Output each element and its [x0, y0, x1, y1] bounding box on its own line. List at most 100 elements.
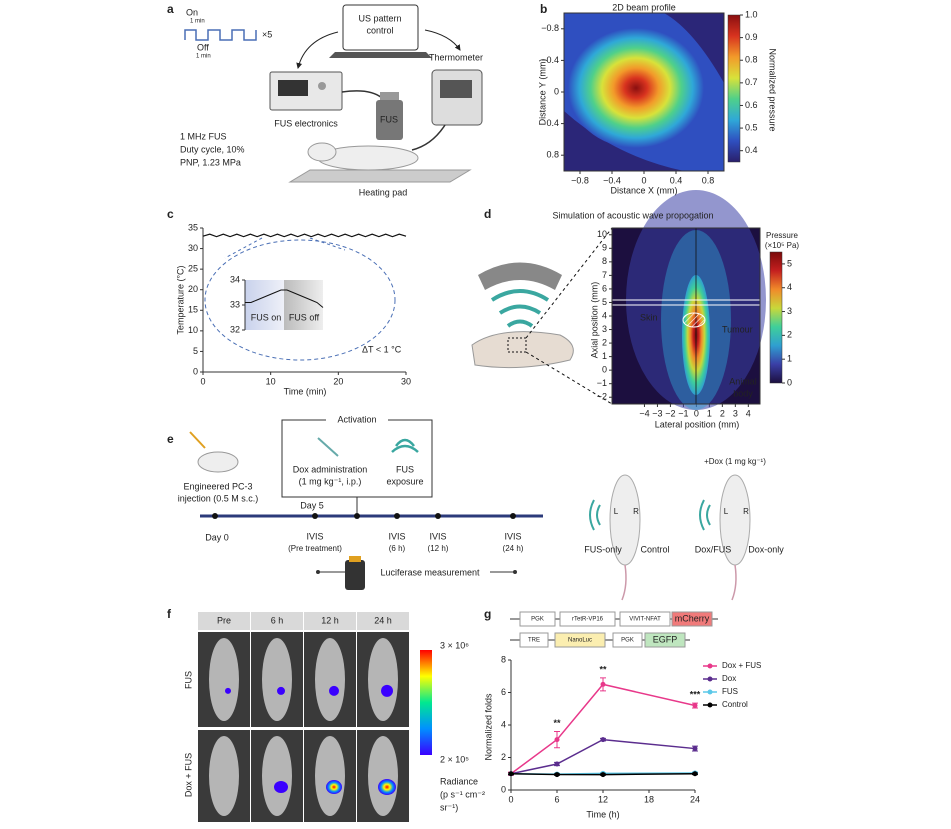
construct-label: TRE	[528, 638, 540, 644]
parameter: PNP, 1.23 MPa	[180, 157, 241, 167]
colorbar-tick-label: 0.7	[745, 77, 758, 87]
x-axis-label: Lateral position (mm)	[655, 419, 740, 429]
day-label: Day 0	[205, 532, 229, 542]
y-axis-label: Distance Y (mm)	[537, 59, 547, 126]
inset-tick-label: 34	[230, 274, 240, 284]
construct-element	[671, 611, 713, 627]
construct-element	[554, 632, 606, 648]
mouse-image	[262, 736, 292, 816]
pulse-off: Off	[197, 42, 209, 52]
legend-label: FUS	[722, 687, 738, 696]
data-point	[554, 737, 560, 743]
colorbar-tick-label: 1.0	[745, 9, 758, 19]
signal-spot	[381, 684, 393, 697]
colorbar-label: sr⁻¹)	[440, 802, 458, 812]
data-point	[508, 771, 514, 777]
construct-element	[619, 611, 671, 627]
signal-spot	[274, 781, 288, 794]
x-tick-label: 1	[707, 408, 712, 418]
y-tick-label: 8	[602, 256, 607, 266]
inset-line	[245, 289, 324, 308]
y-tick-label: 20	[188, 284, 198, 294]
significance: ***	[690, 689, 701, 699]
legend-marker	[707, 676, 713, 682]
data-point	[554, 761, 560, 767]
annotation: Animal	[729, 376, 757, 386]
y-axis-label: Temperature (°C)	[175, 265, 185, 334]
y-tick-label: 5	[602, 297, 607, 307]
colorbar	[769, 251, 783, 384]
illustration-e	[189, 419, 751, 601]
device-label: FUS electronics	[274, 118, 338, 128]
x-tick-label: −4	[639, 408, 649, 418]
timepoint-label: IVIS	[429, 531, 446, 541]
colorbar-label: (×10⁵ Pa)	[765, 241, 800, 250]
mouse-image	[209, 736, 239, 816]
step-label: Engineered PC-3	[183, 481, 252, 491]
step-label: Dox administration	[293, 464, 368, 474]
zoom-line	[309, 237, 346, 251]
construct-label: mCherry	[675, 613, 710, 623]
y-tick-label: 25	[188, 264, 198, 274]
panel-label: e	[167, 432, 174, 446]
step-label: injection (0.5 M s.c.)	[178, 493, 259, 503]
y-tick-label: 0	[554, 86, 559, 96]
panel-label: f	[167, 607, 172, 621]
construct-element	[644, 632, 686, 648]
pulse-duration: 1 min	[196, 54, 211, 60]
mouse-image	[262, 638, 292, 721]
y-tick-label: 0.8	[546, 150, 559, 160]
x-tick-label: 24	[690, 794, 700, 804]
illustration-d	[471, 227, 613, 405]
y-tick-label: −1	[597, 378, 607, 388]
timepoint-detail: (6 h)	[389, 544, 406, 553]
colorbar-tick-label: 3 × 10⁶	[440, 640, 469, 650]
tumour	[682, 312, 706, 328]
data-point	[600, 681, 606, 687]
timepoint-label: IVIS	[306, 531, 323, 541]
timepoint-detail: (12 h)	[428, 544, 449, 553]
colorbar-tick-label: 0.8	[745, 55, 758, 65]
beam-spot	[568, 28, 704, 148]
y-tick-label: −0.8	[541, 23, 559, 33]
signal-spot	[378, 779, 396, 796]
colorbar-tick-label: 0.5	[745, 122, 758, 132]
colorbar-tick-label: 0.6	[745, 100, 758, 110]
x-tick-label: 10	[266, 376, 276, 386]
construct-element	[612, 632, 643, 648]
x-tick-label: 0	[694, 408, 699, 418]
group-label: Dox/FUS	[695, 544, 732, 554]
significance: **	[553, 718, 561, 728]
x-tick-label: −0.4	[603, 175, 621, 185]
side-label: R	[633, 507, 639, 516]
series-line	[510, 683, 696, 775]
y-tick-label: −2	[597, 392, 607, 402]
colorbar-tick-label: 5	[787, 258, 792, 268]
colorbar	[420, 650, 432, 755]
significance: **	[599, 664, 607, 674]
data-point	[554, 772, 560, 778]
legend-label: Dox + FUS	[722, 661, 761, 670]
device-label: US pattern	[358, 13, 401, 23]
annotation: Tumour	[722, 324, 753, 334]
parameter: Duty cycle, 10%	[180, 144, 245, 154]
y-tick-label: 6	[602, 283, 607, 293]
legend-marker	[707, 663, 713, 669]
colorbar-tick-label: 1	[787, 354, 792, 364]
panel-label: a	[167, 2, 174, 16]
construct-label: PGK	[531, 617, 544, 623]
construct-label: rTetR-VP16	[572, 617, 604, 623]
group-label: Dox-only	[748, 544, 784, 554]
timepoint-detail: (Pre treatment)	[288, 544, 342, 553]
activation-label-bg	[326, 414, 388, 426]
x-tick-label: 3	[733, 408, 738, 418]
heatmap-band	[564, 111, 684, 171]
side-label: L	[614, 507, 619, 516]
step-label: (1 mg kg⁻¹, i.p.)	[299, 476, 362, 486]
x-tick-label: −3	[652, 408, 662, 418]
y-tick-label: 8	[501, 654, 506, 664]
panel-label: d	[484, 207, 491, 221]
x-tick-label: −2	[665, 408, 675, 418]
mouse-image	[368, 736, 398, 816]
colorbar-tick-label: 3	[787, 306, 792, 316]
